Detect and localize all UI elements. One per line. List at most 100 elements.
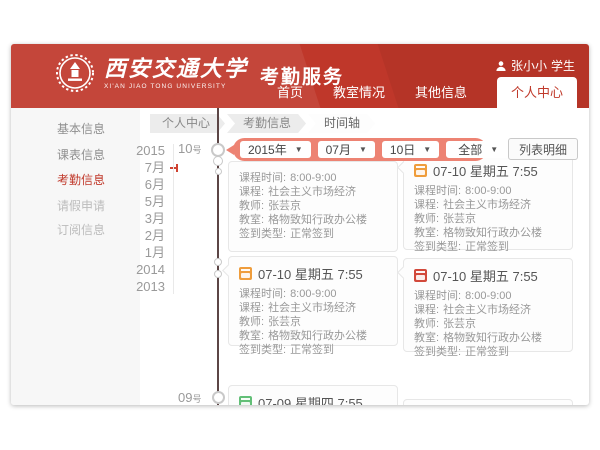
card-title: 07-10 星期五 7:55: [433, 269, 538, 284]
green-calendar-icon: [239, 396, 252, 405]
list-detail-button[interactable]: 列表明细: [508, 138, 578, 160]
chevron-down-icon: ▼: [358, 145, 367, 154]
field-label: 教室:: [239, 330, 265, 342]
field-label: 签到类型:: [239, 228, 287, 240]
timeline-node: [214, 168, 222, 175]
field-value: 社会主义市场经济: [443, 199, 532, 211]
field-value: 8:00-9:00: [465, 290, 512, 302]
current-month-marker-icon: [170, 163, 178, 172]
timeline-day-label-top: 10号: [178, 141, 202, 156]
year-item[interactable]: 2014: [136, 262, 165, 277]
field-label: 签到类型:: [414, 241, 462, 253]
field-label: 教师:: [239, 200, 265, 212]
timeline-node: [211, 391, 225, 404]
sidebar: 基本信息 课表信息 考勤信息 请假申请 订阅信息: [11, 108, 140, 405]
field-value: 格物致知行政办公楼: [443, 332, 543, 344]
year-item[interactable]: 3月: [144, 211, 165, 226]
nav-item-other-info[interactable]: 其他信息: [414, 85, 467, 100]
user-icon: [496, 60, 506, 71]
breadcrumb-timeline[interactable]: 时间轴: [308, 114, 375, 133]
field-label: 课程时间:: [239, 172, 287, 184]
field-label: 签到类型:: [414, 346, 462, 358]
timeline-node: [213, 156, 223, 166]
sidebar-item-attendance-info[interactable]: 考勤信息: [57, 173, 106, 187]
filter-bubble-tail: [226, 145, 234, 155]
field-label: 教室:: [414, 332, 440, 344]
year-dropdown[interactable]: 2015年 ▼: [240, 141, 311, 158]
field-label: 课程时间:: [239, 288, 287, 300]
year-item[interactable]: 2015: [136, 143, 165, 158]
chevron-down-icon: ▼: [423, 145, 432, 154]
timeline-day-label-bottom: 09号: [178, 390, 202, 405]
attendance-card: [403, 399, 573, 405]
field-label: 教师:: [239, 316, 265, 328]
sidebar-item-timetable-info[interactable]: 课表信息: [57, 148, 106, 162]
university-name-en: XI'AN JIAO TONG UNIVERSITY: [104, 82, 227, 90]
user-info[interactable]: 张小小 学生: [495, 57, 575, 74]
year-item[interactable]: 6月: [144, 177, 165, 192]
field-value: 社会主义市场经济: [443, 304, 532, 316]
rail-divider: [173, 144, 174, 294]
attendance-card: 07-10 星期五 7:55 课程时间: 8:00-9:00 课程: 社会主义市场经…: [397, 153, 573, 253]
field-label: 教师:: [414, 318, 440, 330]
field-label: 课程:: [414, 304, 440, 316]
year-item-current-month[interactable]: 7月: [123, 159, 178, 176]
field-value: 8:00-9:00: [465, 185, 512, 197]
field-label: 课程:: [239, 186, 265, 198]
chevron-down-icon: ▼: [294, 145, 303, 154]
field-value: 8:00-9:00: [290, 172, 337, 184]
field-value: 格物致知行政办公楼: [268, 330, 368, 342]
card-title: 07-09 星期四 7:55: [258, 396, 363, 405]
breadcrumb-personal-center[interactable]: 个人中心: [150, 114, 225, 133]
red-calendar-icon: [414, 269, 427, 282]
month-dropdown[interactable]: 07月 ▼: [317, 141, 375, 158]
field-value: 张芸京: [443, 213, 477, 225]
field-value: 张芸京: [268, 316, 302, 328]
timeline-node: [211, 143, 225, 157]
university-name-cn: 西安交通大学: [104, 55, 249, 82]
attendance-card: 课程时间: 8:00-9:00 课程: 社会主义市场经济 教师: 张芸京 教室: 格物致…: [228, 161, 398, 252]
app-header: 西安交通大学 XI'AN JIAO TONG UNIVERSITY 考勤服务 张…: [11, 44, 589, 108]
attendance-card: 07-09 星期四 7:55: [228, 385, 398, 405]
timeline-year-list: 2015 7月 6月 5月 3月 2月 1月 2014 2013: [123, 142, 178, 295]
field-label: 教室:: [239, 214, 265, 226]
timeline-line: [217, 108, 219, 405]
field-value: 格物致知行政办公楼: [268, 214, 368, 226]
nav-item-personal-center-active[interactable]: 个人中心: [496, 77, 577, 108]
sidebar-item-leave-request[interactable]: 请假申请: [57, 199, 106, 213]
timeline-node: [214, 258, 222, 266]
orange-calendar-icon: [239, 267, 252, 280]
breadcrumb: 个人中心 考勤信息 时间轴: [150, 114, 377, 133]
day-dropdown[interactable]: 10日 ▼: [381, 141, 440, 158]
card-tail: [397, 161, 410, 174]
nav-item-home[interactable]: 首页: [276, 85, 303, 100]
year-item[interactable]: 2013: [136, 279, 165, 294]
field-value: 正常签到: [290, 228, 335, 240]
orange-calendar-icon: [414, 164, 427, 177]
breadcrumb-attendance-info[interactable]: 考勤信息: [227, 114, 306, 133]
field-label: 课程:: [239, 302, 265, 314]
field-label: 课程:: [414, 199, 440, 211]
field-value: 正常签到: [465, 241, 510, 253]
chevron-down-icon: ▼: [490, 145, 499, 154]
sidebar-item-subscription-info[interactable]: 订阅信息: [57, 223, 106, 237]
card-title: 07-10 星期五 7:55: [433, 164, 538, 179]
nav-item-classrooms[interactable]: 教室情况: [332, 85, 385, 100]
attendance-card: 07-10 星期五 7:55 课程时间: 8:00-9:00 课程: 社会主义市场经…: [222, 256, 398, 356]
field-value: 社会主义市场经济: [268, 186, 357, 198]
field-label: 教师:: [414, 213, 440, 225]
university-gear-logo-icon: [56, 54, 94, 92]
field-value: 社会主义市场经济: [268, 302, 357, 314]
type-dropdown[interactable]: 全部 ▼: [446, 141, 511, 158]
user-role: 学生: [550, 59, 575, 73]
field-label: 签到类型:: [239, 344, 287, 356]
card-tail: [397, 266, 410, 279]
field-value: 8:00-9:00: [290, 288, 337, 300]
sidebar-item-basic-info[interactable]: 基本信息: [57, 122, 106, 136]
year-item[interactable]: 2月: [144, 228, 165, 243]
field-value: 张芸京: [268, 200, 302, 212]
timeline-node: [214, 270, 222, 278]
year-item[interactable]: 1月: [144, 245, 165, 260]
year-item[interactable]: 5月: [144, 194, 165, 209]
card-title: 07-10 星期五 7:55: [258, 267, 363, 282]
